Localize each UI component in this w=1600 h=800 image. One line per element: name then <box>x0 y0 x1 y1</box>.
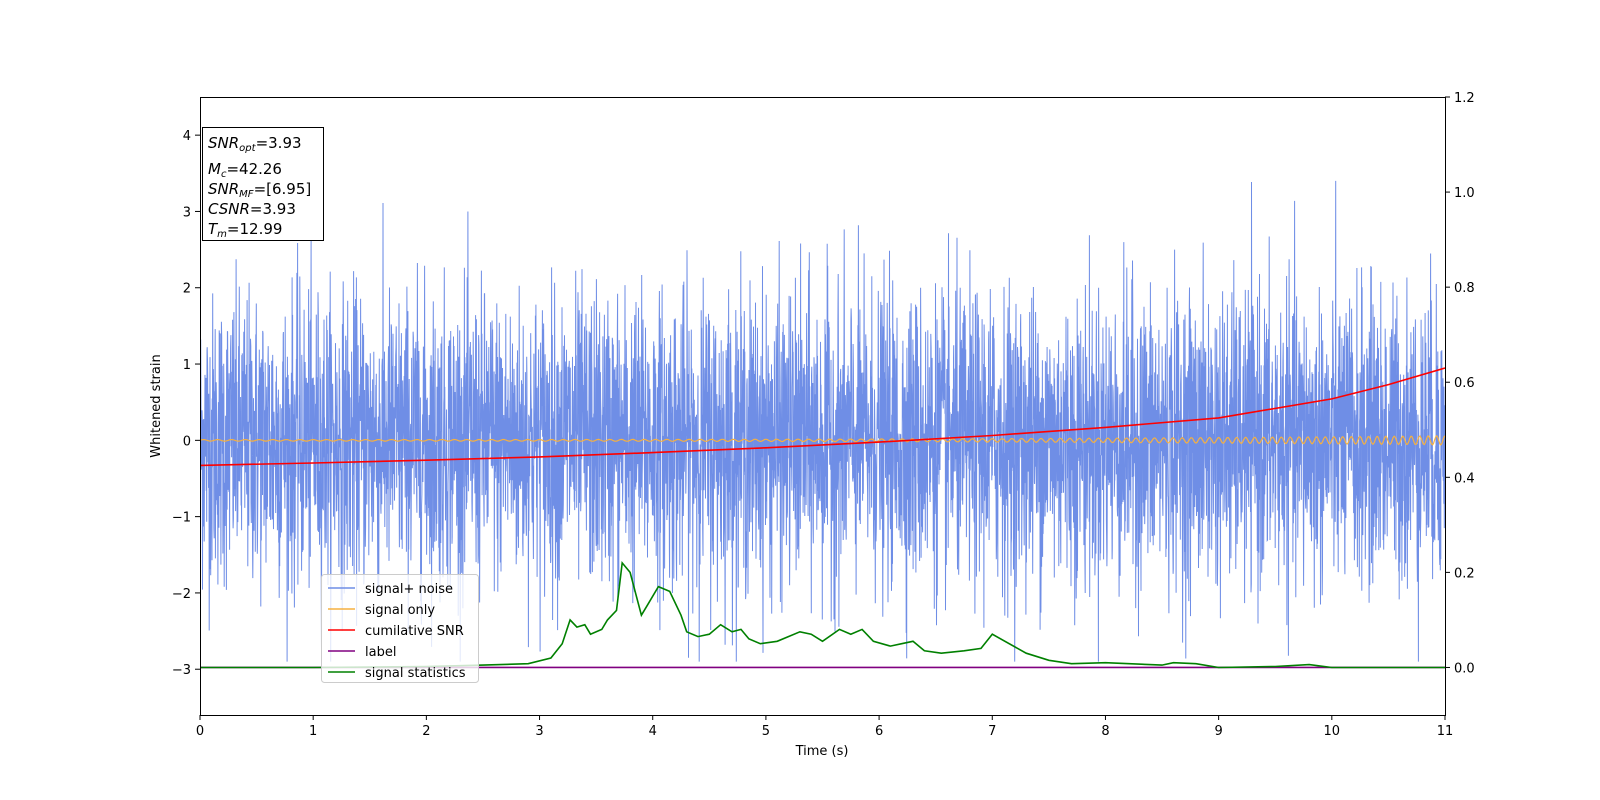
series-signal-statistics <box>200 560 1445 669</box>
series-cumulative-snr <box>200 367 1445 467</box>
y-tick-label-right: 0.8 <box>1454 281 1475 296</box>
series-signal-noise <box>200 180 1445 662</box>
y-tick-label-left: 1 <box>183 358 191 373</box>
mc-name: M <box>208 160 221 178</box>
y-tick-label-left: 4 <box>183 129 191 144</box>
legend-label: label <box>365 645 396 660</box>
y-tick-label-left: 2 <box>183 282 191 297</box>
series-signal-only <box>200 434 1445 446</box>
x-tick-label: 6 <box>875 724 883 739</box>
mc-value: =42.26 <box>226 160 282 178</box>
x-tick-label: 3 <box>535 724 543 739</box>
y-tick-label-right: 0.4 <box>1454 471 1475 486</box>
x-tick-label: 11 <box>1437 724 1454 739</box>
x-tick-label: 7 <box>988 724 996 739</box>
snr-opt-name: SNR <box>208 134 240 152</box>
y-axis-label: Whitened strain <box>149 354 164 457</box>
x-tick-label: 2 <box>422 724 430 739</box>
y-axis-left: −3 −2 −1 0 1 2 3 4 <box>172 129 200 678</box>
y-tick-label-left: −1 <box>172 511 191 526</box>
y-tick-label-right: 0.6 <box>1454 376 1475 391</box>
x-tick-label: 8 <box>1101 724 1109 739</box>
snr-mf-value: =[6.95] <box>253 180 312 198</box>
csnr-value: =3.93 <box>249 200 296 218</box>
x-tick-label: 10 <box>1324 724 1341 739</box>
x-tick-label: 5 <box>762 724 770 739</box>
snr-mf-sub: MF <box>239 189 254 200</box>
tm-value: =12.99 <box>226 220 283 238</box>
y-tick-label-left: 3 <box>183 205 191 220</box>
x-tick-label: 9 <box>1214 724 1222 739</box>
tm-name: T <box>208 220 218 238</box>
y-tick-label-left: −2 <box>172 587 191 602</box>
mc-line: Mc=42.26 <box>208 159 323 180</box>
csnr-name: CSNR <box>208 200 250 218</box>
y-tick-label-left: −3 <box>172 663 191 678</box>
snr-mf-line: SNRMF=[6.95] <box>208 179 323 200</box>
x-axis-label: Time (s) <box>795 744 849 759</box>
legend-label: cumilative SNR <box>365 624 464 639</box>
x-axis: 0 1 2 3 4 5 6 7 8 9 10 11 <box>196 715 1453 739</box>
csnr-line: CSNR=3.93 <box>208 199 323 219</box>
y-axis-right: 0.0 0.2 0.4 0.6 0.8 1.0 1.2 <box>1445 91 1475 676</box>
mc-sub: c <box>220 169 227 180</box>
x-tick-label: 0 <box>196 724 204 739</box>
snr-opt-value: =3.93 <box>255 134 302 152</box>
y-tick-label-right: 0.0 <box>1454 661 1475 676</box>
tm-line: Tm=12.99 <box>208 219 323 240</box>
y-tick-label-right: 1.2 <box>1454 91 1475 106</box>
legend-label: signal only <box>365 603 435 618</box>
y-tick-label-left: 0 <box>183 434 191 449</box>
legend-label: signal+ noise <box>365 582 453 597</box>
metrics-box: SNRopt=3.93 Mc=42.26 SNRMF=[6.95] CSNR=3… <box>202 127 324 241</box>
x-tick-label: 4 <box>649 724 657 739</box>
x-tick-label: 1 <box>309 724 317 739</box>
y-tick-label-right: 0.2 <box>1454 566 1475 581</box>
legend-frame <box>321 574 479 683</box>
snr-opt-sub: opt <box>239 143 256 154</box>
legend-label: signal statistics <box>365 666 466 681</box>
legend: signal+ noise signal only cumilative SNR la… <box>321 574 479 683</box>
snr-mf-name: SNR <box>208 180 240 198</box>
tm-sub: m <box>217 229 227 240</box>
snr-opt-line: SNRopt=3.93 <box>208 133 323 154</box>
y-tick-label-right: 1.0 <box>1454 186 1475 201</box>
plot-frame <box>200 97 1446 716</box>
